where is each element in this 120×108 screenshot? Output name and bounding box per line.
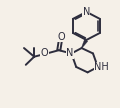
Text: N: N (66, 48, 73, 58)
Polygon shape (81, 40, 88, 48)
Text: O: O (57, 32, 65, 42)
Text: O: O (41, 48, 48, 58)
Text: NH: NH (94, 62, 109, 72)
Text: N: N (83, 7, 90, 17)
